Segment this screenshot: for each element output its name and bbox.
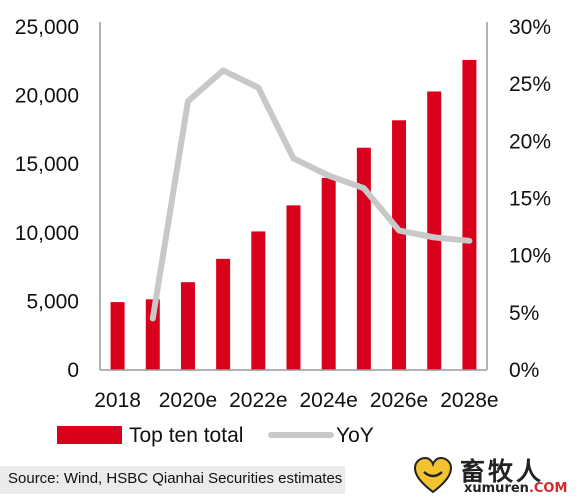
- bar: [145, 299, 160, 370]
- right-tick-label: 25%: [509, 73, 551, 96]
- bar: [462, 59, 477, 370]
- right-tick-label: 20%: [509, 130, 551, 153]
- left-tick-label: 20,000: [15, 85, 79, 108]
- axes: [99, 22, 488, 371]
- x-tick-label: 2020e: [159, 389, 217, 412]
- left-tick-label: 25,000: [15, 16, 79, 39]
- watermark-latin-suffix: .COM: [528, 481, 568, 496]
- heart-logo-icon: [413, 456, 453, 494]
- watermark-latin: xumuren.COM: [464, 481, 567, 496]
- bar: [216, 258, 231, 370]
- watermark-chinese: 畜牧人: [460, 457, 545, 486]
- left-axis-ticks: 0 5,000 10,000 15,000 20,000 25,000: [15, 16, 79, 382]
- watermark-latin-main: xumuren: [464, 481, 529, 496]
- bar: [427, 91, 442, 370]
- bar: [251, 231, 266, 370]
- x-axis-ticks: 2018 2020e 2022e 2024e 2026e 2028e: [94, 389, 498, 412]
- right-axis-ticks: 0% 5% 10% 15% 20% 25% 30%: [509, 16, 551, 382]
- right-tick-label: 10%: [509, 245, 551, 268]
- left-tick-label: 10,000: [15, 222, 79, 245]
- bar: [392, 120, 407, 371]
- right-tick-label: 0%: [509, 359, 539, 382]
- right-tick-label: 30%: [509, 16, 551, 39]
- yoy-line: [149, 67, 473, 322]
- left-tick-label: 5,000: [26, 290, 79, 313]
- x-tick-label: 2026e: [370, 389, 428, 412]
- left-tick-label: 0: [67, 359, 79, 382]
- legend-bar-label: Top ten total: [129, 424, 243, 447]
- watermark-logo: 畜牧人 xumuren.COM: [412, 452, 582, 498]
- right-tick-label: 15%: [509, 188, 551, 211]
- bar-series: [110, 59, 477, 371]
- legend-bar-swatch: [57, 426, 122, 444]
- bar: [356, 147, 371, 370]
- bar: [321, 177, 336, 370]
- x-tick-label: 2018: [94, 389, 141, 412]
- right-tick-label: 5%: [509, 302, 539, 325]
- x-tick-label: 2022e: [229, 389, 287, 412]
- line-series: [149, 67, 473, 322]
- x-tick-label: 2024e: [299, 389, 357, 412]
- left-tick-label: 15,000: [15, 153, 79, 176]
- bar: [180, 282, 195, 370]
- source-text: Source: Wind, HSBC Qianhai Securities es…: [8, 470, 343, 487]
- bar: [286, 205, 301, 370]
- source-note: Source: Wind, HSBC Qianhai Securities es…: [0, 466, 345, 494]
- legend-line-label: YoY: [336, 424, 374, 447]
- x-tick-label: 2028e: [440, 389, 498, 412]
- bar: [110, 302, 125, 370]
- legend: Top ten total YoY: [57, 424, 374, 447]
